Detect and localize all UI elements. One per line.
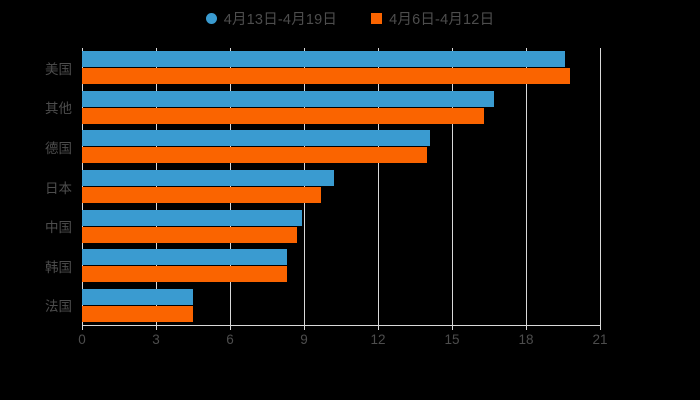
x-tick-label: 9 bbox=[300, 332, 308, 347]
x-tick-mark bbox=[304, 325, 305, 330]
x-tick-mark bbox=[452, 325, 453, 330]
bar[interactable] bbox=[82, 170, 334, 186]
y-axis-category-label: 韩国 bbox=[45, 259, 72, 275]
y-axis-category-label: 美国 bbox=[45, 61, 72, 77]
bar[interactable] bbox=[82, 226, 297, 243]
bar[interactable] bbox=[82, 51, 566, 68]
bar[interactable] bbox=[82, 209, 302, 226]
bar[interactable] bbox=[82, 147, 428, 164]
bar[interactable] bbox=[82, 266, 287, 283]
bar[interactable] bbox=[82, 249, 287, 266]
legend-label-series2: 4月6日-4月12日 bbox=[389, 12, 495, 28]
bar[interactable] bbox=[82, 68, 571, 85]
x-tick-label: 18 bbox=[518, 332, 534, 347]
x-tick-mark bbox=[230, 325, 231, 330]
x-tick-label: 15 bbox=[444, 332, 460, 347]
legend-label-series1: 4月13日-4月19日 bbox=[223, 12, 338, 28]
x-axis-line bbox=[82, 325, 601, 326]
bar[interactable] bbox=[82, 90, 494, 107]
x-tick-mark bbox=[156, 325, 157, 330]
gridline bbox=[304, 48, 305, 325]
bar[interactable] bbox=[82, 305, 193, 322]
y-axis-line bbox=[82, 48, 83, 325]
bar[interactable] bbox=[82, 107, 485, 124]
x-tick-label: 0 bbox=[78, 332, 86, 347]
chart-legend: 4月13日-4月19日 4月6日-4月12日 bbox=[0, 8, 700, 29]
x-tick-mark bbox=[526, 325, 527, 330]
x-tick-mark bbox=[82, 325, 83, 330]
legend-marker-circle-icon bbox=[205, 13, 217, 24]
legend-marker-square-icon bbox=[371, 13, 383, 24]
y-axis-category-label: 德国 bbox=[45, 140, 72, 156]
bar[interactable] bbox=[82, 288, 193, 305]
legend-item-series2[interactable]: 4月6日-4月12日 bbox=[371, 8, 494, 29]
x-tick-label: 6 bbox=[226, 332, 234, 347]
y-axis-category-label: 法国 bbox=[45, 299, 72, 315]
gridline bbox=[452, 48, 453, 325]
x-tick-label: 12 bbox=[370, 332, 386, 347]
y-axis-labels: 美国其他德国日本中国韩国法国 bbox=[0, 48, 72, 325]
y-axis-category-label: 其他 bbox=[45, 101, 72, 117]
plot-area bbox=[82, 48, 600, 325]
bar[interactable] bbox=[82, 187, 322, 203]
bar[interactable] bbox=[82, 130, 430, 147]
gridline bbox=[230, 48, 231, 325]
x-tick-label: 21 bbox=[592, 332, 608, 347]
gridline bbox=[156, 48, 157, 325]
gridline bbox=[378, 48, 379, 325]
gridline bbox=[600, 48, 601, 325]
x-tick-label: 3 bbox=[152, 332, 160, 347]
x-tick-mark bbox=[600, 325, 601, 330]
y-axis-category-label: 中国 bbox=[45, 220, 72, 236]
y-axis-category-label: 日本 bbox=[45, 180, 72, 196]
x-tick-mark bbox=[378, 325, 379, 330]
gridline bbox=[526, 48, 527, 325]
legend-item-series1[interactable]: 4月13日-4月19日 bbox=[205, 8, 338, 29]
